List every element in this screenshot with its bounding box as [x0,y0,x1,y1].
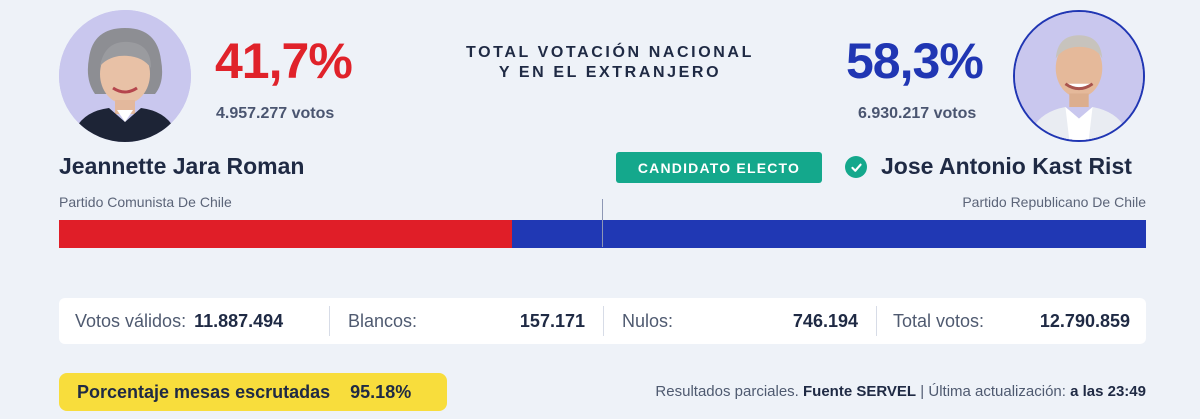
stat-blancos-value: 157.171 [519,310,585,331]
stat-validos-value: 11.887.494 [194,310,284,331]
mesas-value: 95.18% [350,381,412,402]
stat-blancos: Blancos: 157.171 [330,298,603,344]
vote-share-bar-right [512,220,1146,248]
footer-separator: | [920,383,925,400]
update-footer: Resultados parciales. Fuente SERVEL | Úl… [655,383,1146,400]
stat-nulos-value: 746.194 [792,310,858,331]
candidate-left-percent: 41,7% [215,33,353,89]
stat-total-value: 12.790.859 [1039,310,1130,331]
footer-updated-label: Última actualización: [928,383,1066,400]
page-title: TOTAL VOTACIÓN NACIONAL Y EN EL EXTRANJE… [400,43,820,83]
vote-share-bar [59,220,1146,248]
candidate-left-votes: 4.957.277 votos [216,105,335,122]
person-left-icon [59,10,191,142]
check-icon [850,163,862,172]
footer-updated-time: a las 23:49 [1070,383,1146,400]
candidate-left-name: Jeannette Jara Roman [59,153,305,179]
person-right-icon [1015,12,1143,140]
stat-validos: Votos válidos: 11.887.494 [59,298,329,344]
candidate-left-party: Partido Comunista De Chile [59,194,232,210]
stat-divider [603,306,604,336]
stat-validos-label: Votos válidos: [75,310,187,331]
stat-nulos-label: Nulos: [622,310,674,331]
candidate-right-party: Partido Republicano De Chile [962,194,1146,210]
footer-source: Fuente SERVEL [803,383,917,400]
stat-blancos-label: Blancos: [348,310,418,331]
candidate-right-name: Jose Antonio Kast Rist [881,153,1132,179]
footer-partial: Resultados parciales. [655,383,799,400]
check-circle-icon [845,156,867,178]
title-line-1: TOTAL VOTACIÓN NACIONAL [466,44,754,61]
candidate-right-photo [1013,10,1145,142]
elected-badge: CANDIDATO ELECTO [616,152,822,183]
stat-total-label: Total votos: [893,310,985,331]
mesas-escrutadas-badge: Porcentaje mesas escrutadas 95.18% [59,373,447,411]
title-line-2: Y EN EL EXTRANJERO [498,64,722,81]
stat-nulos: Nulos: 746.194 [604,298,876,344]
majority-line [602,199,603,247]
candidate-right-percent: 58,3% [846,33,984,89]
candidate-right-votes: 6.930.217 votos [858,105,977,122]
mesas-label: Porcentaje mesas escrutadas [77,381,331,402]
candidate-left-photo [59,10,191,142]
vote-stats-panel: Votos válidos: 11.887.494 Blancos: 157.1… [59,298,1146,344]
stat-total: Total votos: 12.790.859 [877,298,1146,344]
stat-divider [329,306,330,336]
stat-divider [876,306,877,336]
vote-share-bar-left [59,220,513,248]
